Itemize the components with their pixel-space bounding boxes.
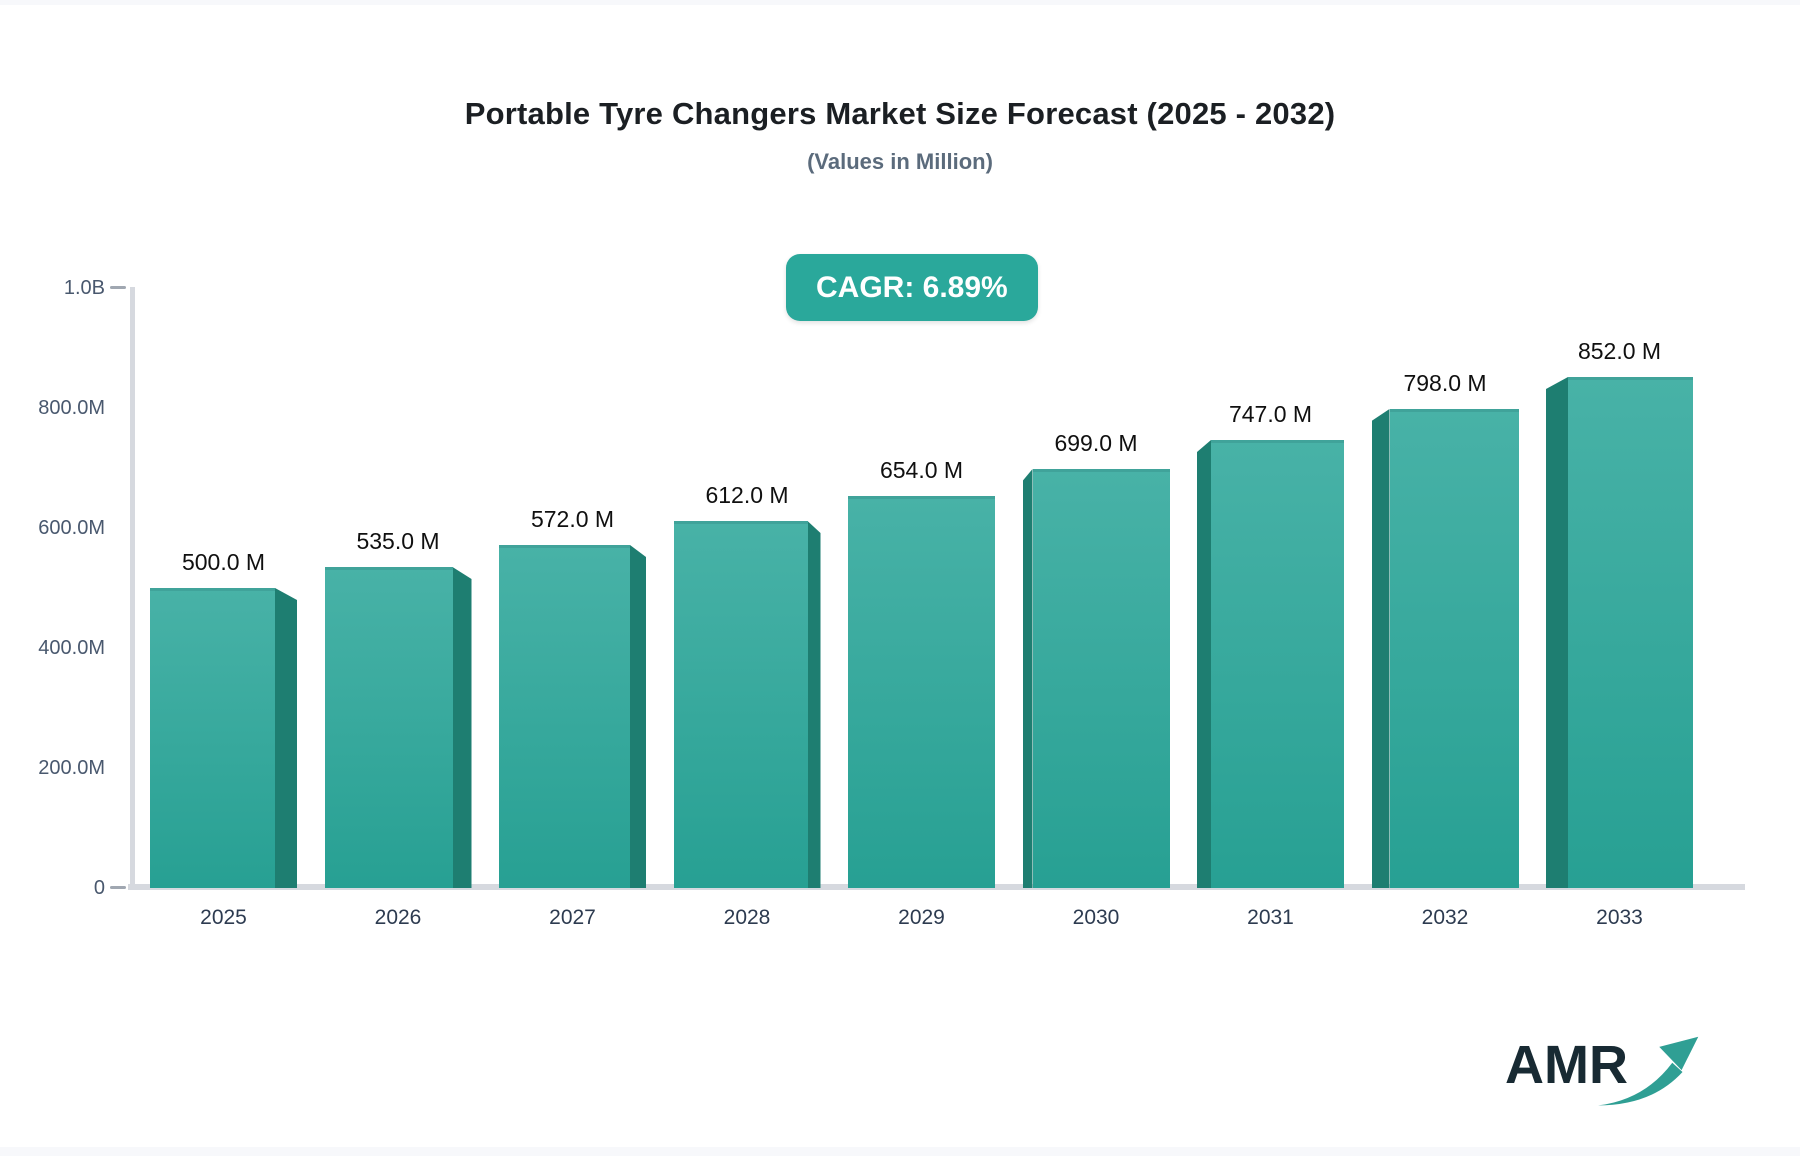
y-axis-label: 1.0B: [63, 277, 105, 299]
bar-face: [1211, 440, 1344, 888]
growth-arrow-tail: [1598, 1062, 1683, 1106]
bar-top-edge: [150, 588, 275, 591]
bar-value-label: 612.0 M: [705, 482, 789, 508]
bar-face: [499, 545, 630, 888]
x-axis-label: 2032: [1421, 906, 1469, 929]
bar-2033[interactable]: [1546, 377, 1693, 888]
x-axis-label: 2027: [549, 906, 596, 929]
bar-3d-shade: [1022, 469, 1033, 888]
bar-3d-shade: [1546, 377, 1568, 888]
bar-3d-shade: [630, 545, 646, 888]
top-border-strip: [0, 0, 1800, 5]
bar-top-edge: [1032, 469, 1170, 472]
bar-2028[interactable]: [673, 521, 821, 888]
y-axis-line: [130, 287, 135, 888]
bar-3d-shade: [275, 588, 297, 888]
bar-2025[interactable]: [150, 588, 297, 888]
bar-top-edge: [1389, 409, 1519, 412]
y-axis-label: 800.0M: [38, 397, 105, 419]
bar-2029[interactable]: [848, 496, 995, 888]
cagr-badge: CAGR: 6.89%: [786, 254, 1038, 321]
bar-face: [324, 567, 453, 888]
bar-2032[interactable]: [1371, 409, 1519, 888]
bar-face: [150, 588, 275, 888]
bar-value-label: 654.0 M: [879, 457, 964, 483]
bar-2027[interactable]: [499, 545, 646, 888]
bar-value-label: 747.0 M: [1228, 401, 1313, 427]
growth-arrow-head: [1659, 1036, 1699, 1071]
bar-top-edge: [1211, 440, 1344, 443]
bar-top-edge: [324, 567, 453, 570]
x-axis-label: 2033: [1596, 906, 1643, 929]
bar-top-edge: [499, 545, 630, 548]
bar-face: [1032, 469, 1170, 888]
x-axis-label: 2029: [898, 906, 945, 929]
x-axis-label: 2025: [200, 906, 247, 929]
bar-face: [1389, 409, 1519, 888]
chart-title: Portable Tyre Changers Market Size Forec…: [464, 96, 1336, 131]
bar-3d-shade: [1197, 440, 1211, 888]
x-axis-label: 2030: [1072, 906, 1120, 929]
bar-top-edge: [848, 496, 995, 499]
y-axis-tick-mark: [110, 286, 126, 289]
bottom-border-strip: [0, 1147, 1800, 1156]
x-axis-label: 2026: [374, 906, 422, 929]
bar-value-label: 500.0 M: [181, 549, 266, 575]
y-axis-label: 400.0M: [38, 637, 105, 659]
y-axis-tick-mark: [110, 886, 126, 889]
bar-3d-shade: [452, 567, 472, 888]
bar-value-label: 572.0 M: [530, 506, 615, 532]
y-axis-label: 0: [93, 877, 105, 899]
bar-value-label: 798.0 M: [1403, 370, 1487, 396]
growth-arrow-icon: [1598, 1036, 1699, 1106]
bar-2031[interactable]: [1197, 440, 1344, 888]
amr-logo: AMR: [1505, 1024, 1702, 1106]
bar-3d-shade: [807, 521, 821, 888]
bar-3d-shade: [1371, 409, 1390, 888]
bar-face: [1568, 377, 1693, 888]
chart-subtitle: (Values in Million): [807, 149, 993, 174]
y-axis-label: 200.0M: [38, 757, 105, 779]
amr-logo-text: AMR: [1505, 1035, 1628, 1095]
bar-top-edge: [1568, 377, 1693, 380]
bar-2026[interactable]: [324, 567, 472, 888]
bar-value-label: 852.0 M: [1577, 338, 1662, 364]
bar-face: [848, 496, 995, 888]
bar-face: [673, 521, 808, 888]
x-axis-label: 2028: [723, 906, 771, 929]
y-axis-label: 600.0M: [38, 517, 105, 539]
x-axis-label: 2031: [1247, 906, 1294, 929]
bar-2030[interactable]: [1022, 469, 1170, 888]
bar-value-label: 699.0 M: [1054, 430, 1138, 456]
bar-value-label: 535.0 M: [356, 528, 440, 554]
bar-top-edge: [673, 521, 808, 524]
